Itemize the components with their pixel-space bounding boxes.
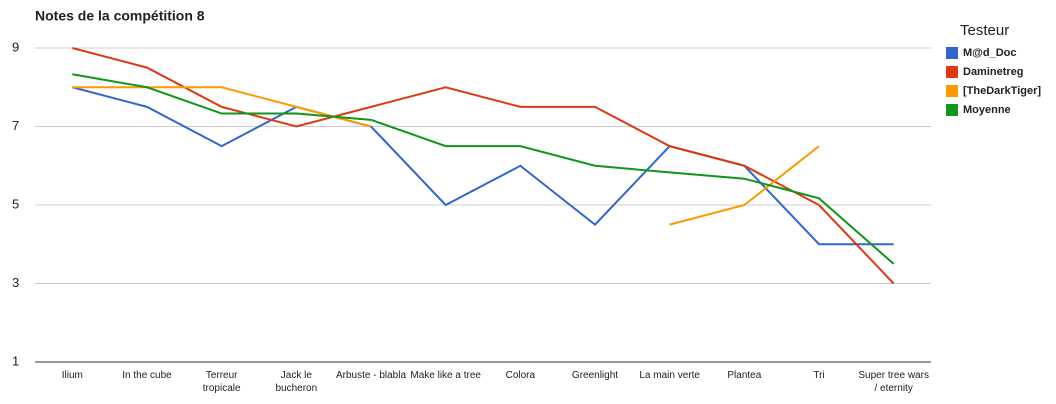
series-line xyxy=(72,86,894,246)
legend-label: Daminetreg xyxy=(963,66,1024,78)
y-tick-label: 3 xyxy=(12,275,19,290)
x-tick-label: Colora xyxy=(505,370,536,381)
y-tick-label: 9 xyxy=(12,39,19,54)
legend-swatch xyxy=(946,66,958,78)
x-tick-label: Plantea xyxy=(727,370,762,381)
legend-title: Testeur xyxy=(960,22,1009,39)
x-tick-label: Terreur tropicale xyxy=(202,370,241,394)
legend-swatch xyxy=(946,47,958,59)
y-tick-label: 7 xyxy=(12,118,19,133)
legend-label: Moyenne xyxy=(963,104,1011,116)
series-line xyxy=(72,73,895,265)
x-tick-label: La main verte xyxy=(639,370,700,381)
y-tick-label: 1 xyxy=(12,353,19,368)
legend-swatch xyxy=(946,104,958,116)
x-tick-label: Tri xyxy=(813,370,825,381)
legend-swatch xyxy=(946,85,958,97)
y-tick-label: 5 xyxy=(12,196,19,211)
x-tick-label: Make like a tree xyxy=(410,370,481,381)
x-tick-label: Greenlight xyxy=(571,370,619,381)
series-line xyxy=(72,86,372,128)
series-line xyxy=(669,145,820,226)
x-tick-label: Arbuste - blabla xyxy=(335,370,407,381)
x-tick-label: Ilium xyxy=(61,370,83,381)
series-line xyxy=(72,47,895,285)
x-tick-label: In the cube xyxy=(122,370,172,381)
x-tick-label: Jack le bucheron xyxy=(275,370,318,394)
chart-title: Notes de la compétition 8 xyxy=(35,8,205,24)
legend-label: M@d_Doc xyxy=(963,47,1017,59)
x-tick-label: Super tree wars / eternity xyxy=(858,370,929,394)
legend-label: [TheDarkTiger] xyxy=(963,85,1041,97)
